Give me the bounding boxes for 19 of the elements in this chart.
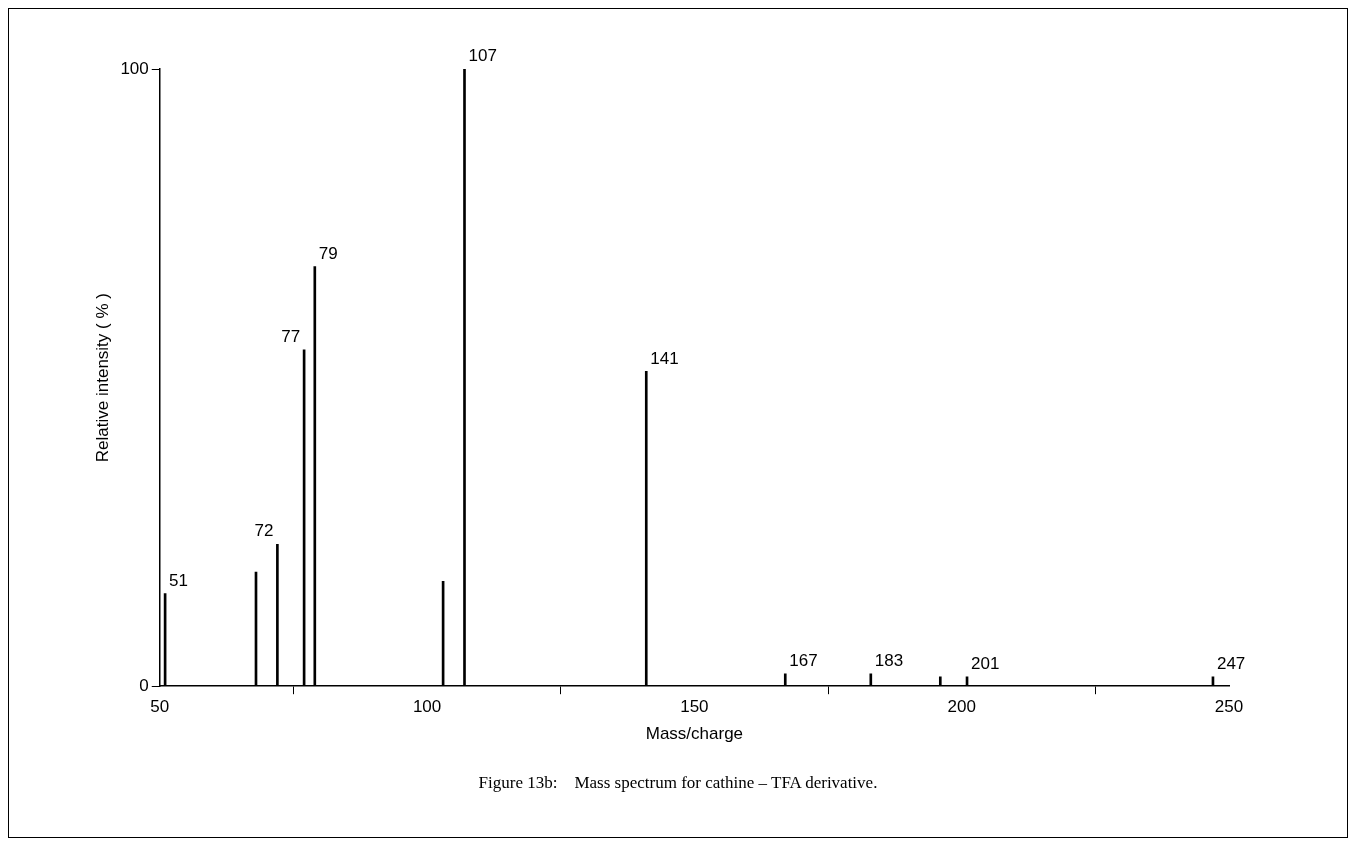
x-tick-label: 150 [680, 697, 709, 717]
annotation: 183 [874, 651, 904, 671]
annotation: 167 [789, 651, 818, 671]
x-tick-label: 250 [1214, 697, 1244, 717]
annotation: 72 [254, 521, 274, 541]
annotation: 247 [1216, 654, 1246, 674]
annotation: 77 [281, 327, 301, 347]
caption: Figure 13b: Mass spectrum for cathine – TFA derivative. [477, 773, 879, 793]
annotation: 201 [971, 654, 1000, 674]
y-tick-label: 0 [139, 675, 149, 695]
annotation: 107 [468, 46, 497, 66]
x-axis-title: Mass/charge [645, 724, 744, 744]
x-tick-label: 100 [412, 697, 442, 717]
y-axis-title: Relative intensity ( % ) [92, 293, 112, 463]
x-tick-label: 200 [947, 697, 976, 717]
annotation: 141 [650, 348, 679, 368]
annotation: 79 [318, 243, 338, 263]
x-tick-label: 50 [150, 697, 170, 717]
annotation: 51 [169, 570, 189, 590]
